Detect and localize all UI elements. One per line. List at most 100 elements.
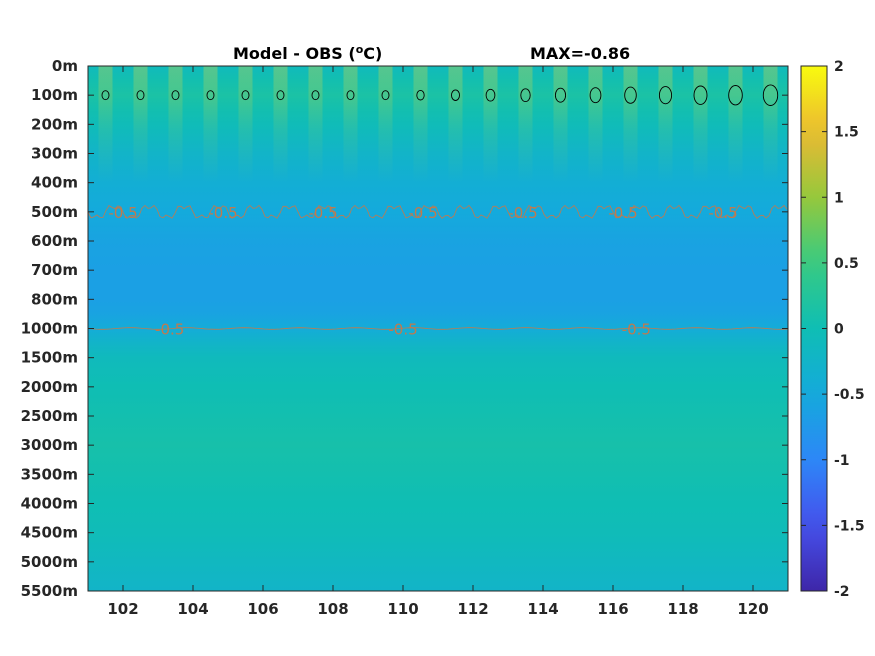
contour-blob	[520, 88, 531, 103]
chart-title: Model - OBS (oC)	[233, 43, 382, 63]
title-unit: C)	[363, 44, 382, 63]
colorbar-ticks: 2 1.5 1 0.5 0 -0.5 -1 -1.5 -2	[801, 59, 865, 600]
contour-label: -0.5	[608, 204, 637, 222]
contour-blob	[381, 90, 390, 101]
x-tick-label: 106	[247, 600, 278, 618]
contour-blob	[136, 90, 145, 101]
surface-stripe	[168, 66, 183, 183]
contour-label: -0.5	[308, 204, 337, 222]
contour-blob	[762, 84, 779, 106]
title-degree: o	[356, 43, 364, 56]
contour-label: -0.5	[508, 204, 537, 222]
surface-stripe	[763, 66, 778, 183]
contour-blob	[658, 86, 673, 105]
colorbar-tick-label: -2	[834, 584, 850, 600]
chart-title-max: MAX=-0.86	[530, 44, 630, 63]
contour-blob	[693, 85, 708, 105]
y-tick-label: 0m	[52, 57, 78, 75]
y-tick-label: 200m	[31, 115, 78, 133]
x-tick-label: 110	[387, 600, 418, 618]
x-tick-label: 114	[527, 600, 558, 618]
surface-stripe	[203, 66, 218, 183]
surface-stripe	[378, 66, 393, 183]
surface-stripe	[98, 66, 113, 183]
contour-blob	[728, 85, 743, 106]
contour-blob	[241, 90, 250, 101]
contour-blob	[589, 87, 602, 104]
y-tick-label: 400m	[31, 174, 78, 192]
y-tick-label: 1000m	[21, 320, 78, 338]
surface-stripe	[553, 66, 568, 183]
contour-blob	[416, 89, 425, 101]
y-tick-label: 5000m	[21, 553, 78, 571]
x-tick-label: 120	[737, 600, 768, 618]
contour-label: -0.5	[408, 204, 437, 222]
surface-stripe	[448, 66, 463, 183]
contour-blob	[554, 87, 567, 103]
contour-blob	[206, 90, 215, 101]
contour-label: -0.5	[108, 204, 137, 222]
colorbar-tick-label: 1	[834, 190, 844, 206]
surface-stripe	[518, 66, 533, 183]
surface-stripe	[693, 66, 708, 183]
contour-label: -0.5	[388, 321, 417, 339]
colorbar-tick-label: 2	[834, 59, 844, 75]
y-tick-label: 2000m	[21, 378, 78, 396]
surface-stripe	[658, 66, 673, 183]
x-tick-label: 104	[177, 600, 208, 618]
colorbar-tick-label: 0.5	[834, 256, 859, 272]
colorbar: 2 1.5 1 0.5 0 -0.5 -1 -1.5 -2	[800, 59, 865, 600]
contour-blob	[171, 90, 180, 101]
plot-area: -0.5 -0.5 -0.5 -0.5 -0.5 -0.5 -0.5 -0.5 -0.5 -0.5	[88, 66, 788, 591]
contour-plus-blobs	[101, 84, 779, 106]
y-tick-label: 2500m	[21, 407, 78, 425]
colorbar-tick-label: 0	[834, 322, 844, 338]
y-tick-label: 3000m	[21, 436, 78, 454]
contour-blob	[451, 89, 460, 101]
contour-label: -0.5	[708, 204, 737, 222]
surface-stripe	[483, 66, 498, 183]
y-tick-label: 800m	[31, 290, 78, 308]
title-main: Model - OBS (	[233, 44, 356, 63]
x-tick-label: 118	[667, 600, 698, 618]
surface-stripe	[133, 66, 148, 183]
y-tick-label: 5500m	[21, 582, 78, 600]
contour-line	[88, 204, 788, 219]
contour-label: -0.5	[208, 204, 237, 222]
surface-stripe	[343, 66, 358, 183]
surface-stripe	[238, 66, 253, 183]
x-tick-label: 108	[317, 600, 348, 618]
y-tick-label: 300m	[31, 145, 78, 163]
y-tick-label: 100m	[31, 86, 78, 104]
y-tick-label: 1500m	[21, 349, 78, 367]
contour-blob	[346, 90, 355, 101]
contour-blob	[624, 86, 637, 104]
contour-blob	[101, 90, 110, 101]
contour-blob	[276, 90, 285, 101]
contour-label: -0.5	[622, 321, 651, 339]
y-tick-label: 600m	[31, 232, 78, 250]
x-tick-label: 116	[597, 600, 628, 618]
contour-lines: -0.5 -0.5 -0.5 -0.5 -0.5 -0.5 -0.5 -0.5 -0.5 -0.5	[88, 204, 788, 339]
contour-blob	[485, 88, 496, 102]
colorbar-tick-label: -0.5	[834, 387, 865, 403]
x-axis: 102 104 106 108 110 112 114 116 118 120	[107, 66, 769, 618]
y-tick-label: 4000m	[21, 495, 78, 513]
y-tick-label: 4500m	[21, 524, 78, 542]
y-axis: 0m 100m 200m 300m 400m 500m 600m 700m 800m 1000m 1…	[21, 57, 788, 600]
contour-blob	[311, 90, 320, 101]
surface-stripe	[413, 66, 428, 183]
surface-stripe	[273, 66, 288, 183]
surface-stripe	[728, 66, 743, 183]
surface-stripe	[308, 66, 323, 183]
x-tick-label: 102	[107, 600, 138, 618]
y-tick-label: 700m	[31, 261, 78, 279]
colorbar-tick-label: -1.5	[834, 518, 865, 534]
contour-line	[88, 327, 788, 330]
colorbar-tick-label: -1	[834, 453, 850, 469]
y-tick-label: 500m	[31, 203, 78, 221]
surface-stripe	[623, 66, 638, 183]
y-tick-label: 3500m	[21, 465, 78, 483]
surface-stripe	[588, 66, 603, 183]
